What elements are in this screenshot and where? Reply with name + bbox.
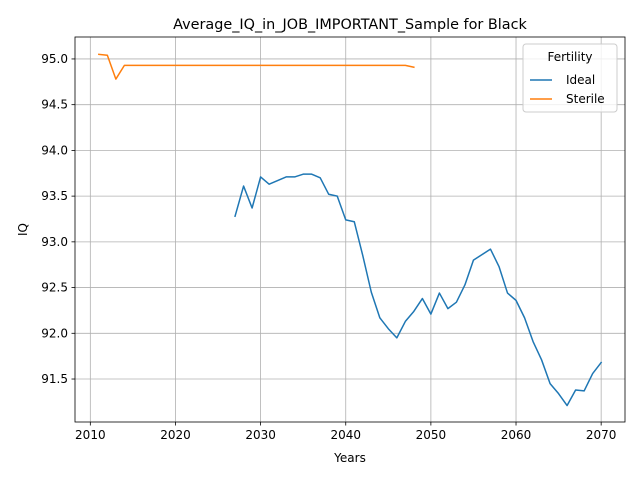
grid xyxy=(75,37,625,422)
y-tick-label: 93.5 xyxy=(41,189,68,203)
y-tick-label: 91.5 xyxy=(41,372,68,386)
legend-label-sterile: Sterile xyxy=(566,92,605,106)
x-tick-label: 2040 xyxy=(330,428,361,442)
y-axis-label: IQ xyxy=(16,223,30,236)
x-tick-label: 2060 xyxy=(501,428,532,442)
y-tick-label: 95.0 xyxy=(41,52,68,66)
legend-title: Fertility xyxy=(547,50,592,64)
legend: Fertility Ideal Sterile xyxy=(522,43,618,113)
chart-title: Average_IQ_in_JOB_IMPORTANT_Sample for B… xyxy=(173,17,527,33)
ticks: 2010 2020 2030 2040 2050 2060 2070 91.5 92.0 92.5… xyxy=(41,52,616,442)
series-line-sterile xyxy=(98,53,415,80)
x-tick-label: 2050 xyxy=(416,428,447,442)
x-tick-label: 2030 xyxy=(245,428,276,442)
y-tick-label: 93.0 xyxy=(41,235,68,249)
y-tick-label: 94.0 xyxy=(41,143,68,157)
legend-box xyxy=(522,43,618,113)
y-tick-label: 94.5 xyxy=(41,98,68,112)
x-tick-label: 2070 xyxy=(586,428,617,442)
y-tick-label: 92.5 xyxy=(41,281,68,295)
x-tick-label: 2010 xyxy=(75,428,106,442)
series-line-ideal xyxy=(234,173,603,407)
x-axis-label: Years xyxy=(333,451,366,465)
y-tick-label: 92.0 xyxy=(41,326,68,340)
plot-frame xyxy=(74,36,626,423)
series-lines xyxy=(98,53,603,407)
x-tick-label: 2020 xyxy=(160,428,191,442)
legend-label-ideal: Ideal xyxy=(566,73,595,87)
